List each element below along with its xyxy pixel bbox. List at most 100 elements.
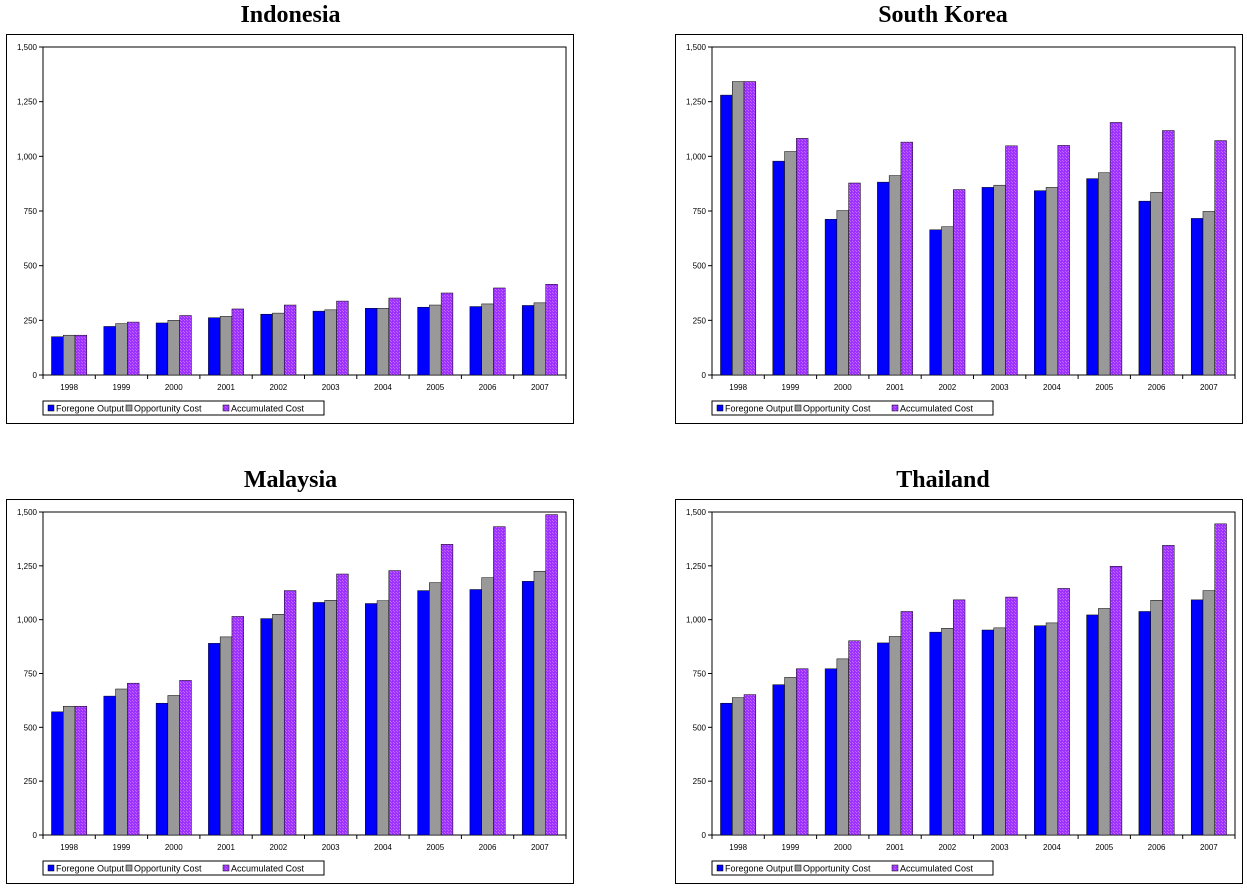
x-tick-label: 2006 (1148, 383, 1166, 392)
x-tick-label: 2003 (322, 383, 340, 392)
legend-swatch-foregone-output (47, 864, 55, 872)
bar-opportunity-cost-2002 (941, 628, 954, 836)
bar-opportunity-cost-2004 (376, 308, 390, 376)
bar-accumulated-cost-1999 (127, 321, 140, 376)
bar-opportunity-cost-1999 (115, 688, 128, 836)
bar-foregone-output-2003 (312, 602, 326, 836)
legend: Foregone Output Opportunity Cost Accumulat… (42, 860, 325, 876)
bar-foregone-output-2007 (1190, 599, 1204, 836)
bar-foregone-output-2003 (981, 187, 995, 376)
bar-opportunity-cost-1998 (63, 705, 76, 836)
bar-foregone-output-2005 (417, 306, 430, 376)
bar-foregone-output-2004 (1034, 625, 1047, 836)
bar-foregone-output-2002 (260, 313, 273, 376)
chart-title: Indonesia (240, 2, 341, 28)
y-tick-label: 500 (693, 723, 707, 732)
bar-opportunity-cost-2000 (836, 210, 849, 376)
legend-label-foregone-output: Foregone Output (56, 864, 125, 874)
bar-opportunity-cost-2005 (429, 304, 442, 376)
y-tick-label: 0 (702, 831, 707, 840)
bar-opportunity-cost-2002 (272, 312, 285, 376)
bar-accumulated-cost-2001 (231, 616, 244, 836)
x-tick-label: 2002 (938, 843, 956, 852)
bar-opportunity-cost-2006 (481, 577, 494, 836)
x-tick-label: 2002 (938, 383, 956, 392)
bar-foregone-output-2000 (824, 219, 838, 376)
bar-foregone-output-2006 (1138, 200, 1151, 376)
x-tick-label: 2005 (1095, 383, 1113, 392)
x-tick-label: 1998 (729, 843, 747, 852)
bar-foregone-output-2005 (1086, 178, 1099, 376)
bar-opportunity-cost-2000 (167, 320, 180, 376)
bar-accumulated-cost-2005 (1109, 566, 1123, 836)
x-tick-label: 2000 (165, 843, 183, 852)
bar-accumulated-cost-2003 (336, 573, 349, 836)
bar-opportunity-cost-2007 (533, 302, 546, 376)
bar-accumulated-cost-2006 (1162, 130, 1175, 376)
bar-opportunity-cost-1999 (115, 323, 128, 376)
legend-box (42, 400, 325, 416)
bar-foregone-output-2001 (208, 643, 221, 836)
legend-label-accumulated-cost: Accumulated Cost (231, 864, 305, 874)
bar-accumulated-cost-2004 (388, 297, 401, 376)
y-tick-label: 1,500 (17, 43, 38, 52)
y-tick-label: 750 (693, 670, 707, 679)
y-tick-label: 1,000 (686, 152, 707, 161)
legend-label-foregone-output: Foregone Output (725, 404, 794, 414)
bar-opportunity-cost-2004 (1045, 622, 1059, 836)
x-tick-label: 2002 (269, 843, 287, 852)
bar-foregone-output-2003 (312, 310, 326, 376)
legend-box (42, 860, 325, 876)
x-tick-label: 2001 (886, 383, 904, 392)
bar-accumulated-cost-2005 (440, 292, 454, 376)
x-tick-label: 2002 (269, 383, 287, 392)
bar-foregone-output-1998 (720, 94, 733, 376)
bar-opportunity-cost-2003 (324, 309, 337, 376)
chart-title: Thailand (896, 467, 990, 493)
bar-accumulated-cost-2000 (848, 182, 861, 376)
y-tick-label: 250 (24, 777, 38, 786)
bar-foregone-output-1998 (720, 702, 733, 836)
y-tick-label: 500 (24, 723, 38, 732)
bar-foregone-output-2001 (877, 642, 890, 836)
bar-accumulated-cost-1998 (743, 694, 757, 836)
y-tick-label: 750 (24, 670, 38, 679)
x-tick-label: 2000 (834, 843, 852, 852)
y-tick-label: 250 (24, 316, 38, 325)
x-tick-label: 2006 (479, 383, 497, 392)
x-tick-label: 2006 (479, 843, 497, 852)
y-tick-label: 1,250 (686, 562, 707, 571)
bar-accumulated-cost-2006 (493, 287, 506, 376)
chart-title: Malaysia (243, 467, 338, 493)
bar-opportunity-cost-2005 (1098, 608, 1111, 836)
x-tick-label: 2007 (1200, 383, 1218, 392)
chart-frame: 0 250 500 750 1,000 1,250 1,500 1998 1999 2000 200… (6, 34, 574, 424)
bar-opportunity-cost-2002 (272, 614, 285, 836)
chart-plot: 0 250 500 750 1,000 1,250 1,500 1998 1999 2000 200… (686, 43, 1236, 416)
bar-accumulated-cost-2007 (545, 284, 558, 376)
x-tick-label: 2007 (531, 843, 549, 852)
chart-plot: 0 250 500 750 1,000 1,250 1,500 1998 1999 2000 200… (17, 43, 567, 416)
x-tick-label: 2007 (1200, 843, 1218, 852)
bar-opportunity-cost-2004 (1045, 187, 1059, 376)
x-tick-label: 2005 (426, 383, 444, 392)
x-tick-label: 2006 (1148, 843, 1166, 852)
bar-accumulated-cost-1998 (74, 705, 88, 836)
bar-opportunity-cost-2007 (1202, 590, 1215, 836)
bar-foregone-output-2007 (1190, 218, 1204, 376)
bar-accumulated-cost-2007 (1214, 140, 1227, 376)
y-tick-label: 750 (693, 207, 707, 216)
bar-opportunity-cost-2001 (219, 636, 233, 836)
bar-opportunity-cost-2001 (219, 316, 233, 376)
bar-accumulated-cost-2001 (900, 141, 913, 376)
bar-accumulated-cost-1998 (74, 334, 88, 376)
x-tick-label: 2003 (322, 843, 340, 852)
bar-opportunity-cost-1998 (63, 334, 76, 376)
legend-swatch-opportunity-cost (794, 404, 802, 412)
x-tick-label: 1998 (729, 383, 747, 392)
bar-opportunity-cost-1998 (732, 81, 745, 376)
bar-accumulated-cost-2000 (848, 640, 861, 836)
bar-accumulated-cost-2001 (900, 611, 913, 836)
legend-label-opportunity-cost: Opportunity Cost (134, 864, 202, 874)
bar-foregone-output-1999 (103, 695, 116, 836)
